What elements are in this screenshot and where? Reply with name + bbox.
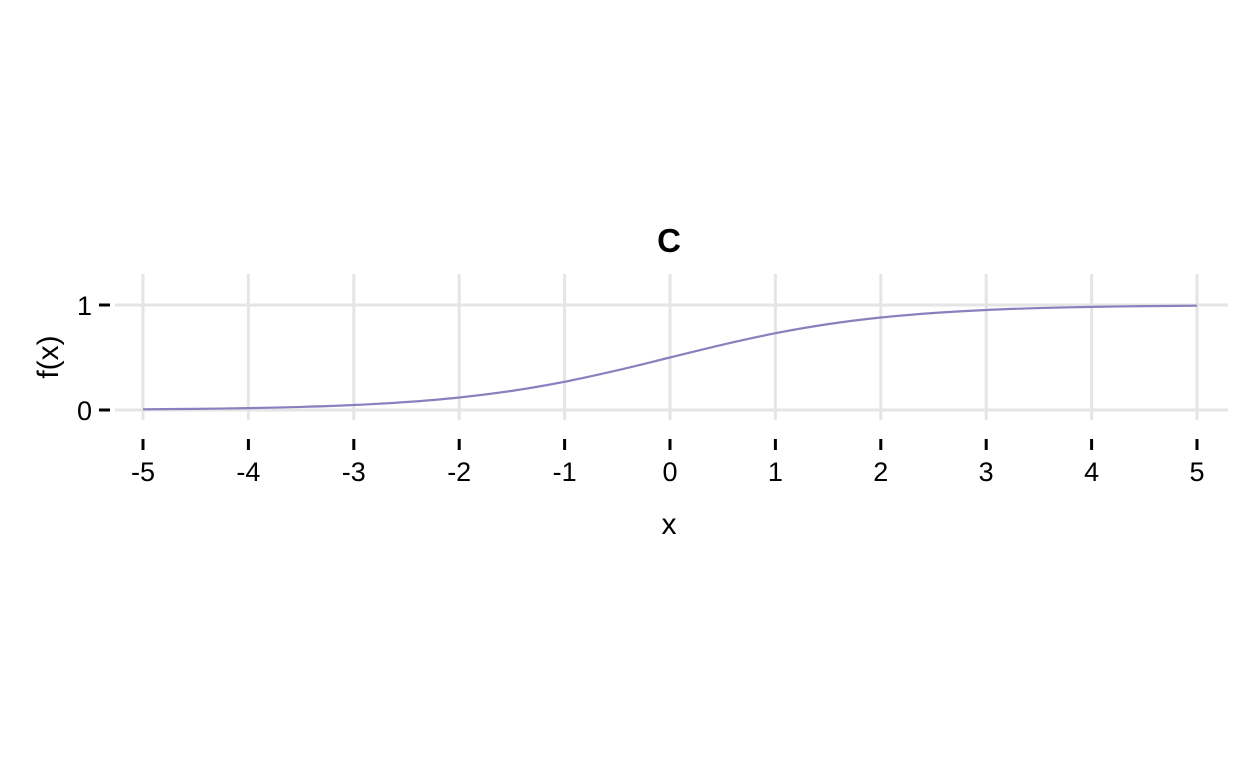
series-layer xyxy=(142,304,1198,411)
x-tick-label: 0 xyxy=(662,457,677,487)
x-tick-label: 4 xyxy=(1084,457,1099,487)
x-tick-label: -5 xyxy=(131,457,155,487)
y-tick-label: 1 xyxy=(77,291,92,321)
x-tick-label: 1 xyxy=(768,457,783,487)
grid xyxy=(115,274,1228,420)
x-tick-label: 3 xyxy=(979,457,994,487)
x-tick-label: -2 xyxy=(447,457,471,487)
x-tick-label: 2 xyxy=(873,457,888,487)
y-axis: 01 xyxy=(77,291,110,426)
x-tick-label: -4 xyxy=(236,457,260,487)
x-axis-label: x xyxy=(662,508,677,541)
x-tick-label: 5 xyxy=(1189,457,1204,487)
series-line xyxy=(142,304,1198,411)
y-tick-label: 0 xyxy=(77,396,92,426)
chart-title: C xyxy=(657,222,681,259)
x-axis: -5 -4 -3 -2 -1 0 1 2 3 4 5 xyxy=(131,439,1205,487)
y-axis-label: f(x) xyxy=(32,335,65,378)
x-tick-label: -1 xyxy=(553,457,577,487)
x-tick-label: -3 xyxy=(342,457,366,487)
